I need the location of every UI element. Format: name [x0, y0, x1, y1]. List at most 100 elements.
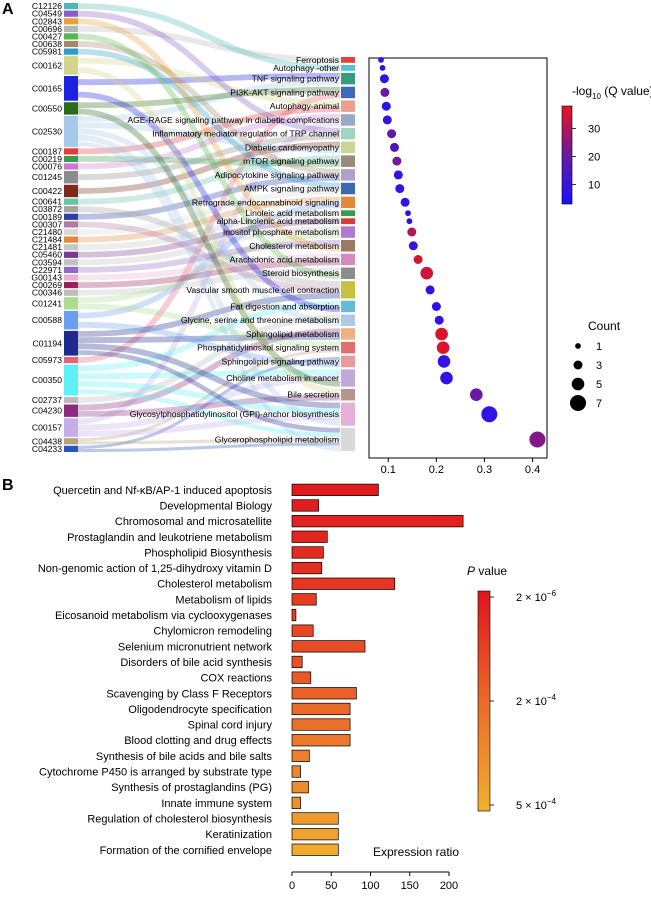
panel-label-b: B — [2, 477, 14, 494]
count-legend-title: Count — [588, 319, 621, 333]
compound-label-c03872: C03872 — [32, 204, 62, 214]
svg-text:P value: P value — [467, 564, 507, 578]
dot-age-rage-signaling-pathway-in-diabetic-complications — [382, 115, 392, 125]
pathway-node-glycerophospholipid-metabolism — [341, 427, 355, 451]
q-legend-tick-label: 20 — [588, 151, 600, 163]
bar-chart-x-axis: 0 50 100 150 200 — [289, 871, 458, 892]
bar-cox-reactions — [291, 671, 312, 684]
sankey-link-c00162-bile-secretion — [77, 67, 341, 395]
count-legend-label: 3 — [596, 360, 602, 372]
compound-node-c00219 — [64, 155, 78, 163]
pathway-node-vascular-smooth-muscle-cell-contraction — [341, 281, 355, 299]
compound-label-c02530: C02530 — [32, 126, 62, 136]
compound-node-c02530 — [64, 116, 78, 147]
sankey-link-c00157-age-rage-signaling-pathway-in-diabetic-complications — [77, 119, 341, 425]
pathway-node-glycine-serine-and-threonine-metabolism — [341, 314, 355, 326]
compound-label-c01245: C01245 — [32, 172, 62, 182]
pathway-node-phosphatidylinositol-signaling-system — [341, 341, 355, 354]
compound-label-c00165: C00165 — [32, 83, 62, 93]
dot-plot-points — [378, 57, 546, 448]
bar-disorders-of-bile-acid-synthesis — [291, 655, 303, 669]
sankey-link-c00350-fat-digestion-and-absorption — [77, 300, 341, 372]
bar-quercetin-and-nf-b-ap-1-induced-apoptosis — [291, 483, 379, 496]
pathway-label-bile-secretion: Bile secretion — [287, 390, 339, 400]
compound-node-c05460 — [64, 251, 78, 258]
p-legend-tick-label: 2 × 10−4 — [516, 693, 557, 708]
compound-label-c01194: C01194 — [33, 338, 63, 348]
p-legend-tick-label: 2 × 10−6 — [516, 589, 557, 604]
pathway-label-cholesterol-metabolism: Cholesterol metabolism — [249, 241, 339, 251]
p-legend-title-italic: P — [467, 564, 475, 578]
bar-synthesis-of-bile-acids-and-bile-salts — [291, 749, 310, 762]
bar-chart: Quercetin and Nf-κB/AP-1 induced apoptos… — [38, 483, 464, 892]
q-legend-tick-label: 30 — [588, 123, 600, 135]
compound-node-c00641 — [64, 198, 78, 205]
bar-label-selenium-micronutrient-network: Selenium micronutrient network — [118, 641, 273, 653]
compound-label-c02843: C02843 — [32, 16, 62, 26]
compound-node-c04233 — [64, 445, 78, 452]
pathway-label-fat-digestion-and-absorption: Fat digestion and absorption — [231, 302, 340, 312]
sankey-link-c05981-ampk-signaling-pathway — [77, 48, 341, 189]
sankey-link-c00076-age-rage-signaling-pathway-in-diabetic-complications — [77, 114, 341, 170]
compound-label-c21484: C21484 — [32, 235, 62, 245]
pathway-label-choline-metabolism-in-cancer: Choline metabolism in cancer — [226, 373, 339, 383]
sankey-link-c04233-glycerophospholipid-metabolism — [77, 442, 341, 453]
bar-label-quercetin-and-nf-b-ap-1-induced-apoptosis: Quercetin and Nf-κB/AP-1 induced apoptos… — [53, 485, 272, 497]
compound-node-c00427 — [64, 33, 78, 40]
dot-bile-secretion — [470, 388, 483, 402]
bar-label-cholesterol-metabolism: Cholesterol metabolism — [157, 579, 272, 591]
bar-x-tick-label: 150 — [401, 880, 419, 892]
compound-label-c00346: C00346 — [32, 288, 62, 298]
compound-node-c03594 — [64, 259, 78, 266]
bar-label-synthesis-of-bile-acids-and-bile-salts: Synthesis of bile acids and bile salts — [96, 751, 273, 763]
pathway-label-vascular-smooth-muscle-cell-contraction: Vascular smooth muscle cell contraction — [186, 285, 339, 295]
compound-label-c00076: C00076 — [32, 162, 62, 172]
dot-sphingolipid-signaling-pathway — [437, 355, 451, 368]
pathway-label-linoleic-acid-metabolism: Linoleic acid metabolism — [245, 208, 339, 218]
sankey-link-c00219-mtor-signaling-pathway — [77, 156, 341, 167]
count-legend: Count 1 3 5 7 — [570, 319, 621, 411]
compound-node-g00143 — [64, 274, 78, 281]
compound-label-c00638: C00638 — [32, 39, 62, 49]
p-legend-title-tail: value — [475, 564, 507, 578]
compound-node-c22971 — [64, 266, 78, 273]
pathway-label-autophagy-animal: Autophagy-animal — [270, 101, 339, 111]
bar-x-axis-label: Expression ratio — [373, 845, 459, 859]
pathway-label-tnf-signaling-pathway: TNF signaling pathway — [252, 74, 340, 84]
compound-node-c00076 — [64, 163, 78, 170]
dot-autophagy-animal — [381, 101, 391, 111]
dot-x-tick-label: 0.1 — [381, 464, 396, 476]
pathway-node-cholesterol-metabolism — [341, 240, 355, 252]
q-legend-title-sub: 10 — [592, 92, 601, 101]
svg-text:-log10 (Q value): -log10 (Q value) — [572, 84, 651, 101]
dot-adipocytokine-signaling-pathway — [393, 170, 403, 180]
sankey-link-c03594-inositol-phosphate-metabolism — [77, 226, 341, 266]
compound-node-c01245 — [64, 171, 78, 184]
p-value-legend: P value 2 × 10−6 2 × 10−4 5 × 10−4 — [467, 564, 557, 812]
pathway-node-mtor-signaling-pathway — [341, 155, 355, 167]
sankey-link-c00696-ferroptosis — [77, 25, 341, 63]
sankey-link-c01194-glycerophospholipid-metabolism — [77, 350, 341, 433]
q-value-legend: -log10 (Q value) 10 20 30 — [561, 84, 651, 205]
dot-inositol-phosphate-metabolism — [407, 227, 417, 237]
sankey-link-c05973-pi3k-akt-signaling-pathway — [77, 92, 341, 363]
compound-label-c00219: C00219 — [32, 154, 62, 164]
dot-plot: 0.1 0.2 0.3 0.4 — [368, 57, 548, 476]
dot-plot-x-axis: 0.1 0.2 0.3 0.4 — [381, 458, 540, 476]
count-legend-label: 1 — [596, 341, 602, 353]
dot-cholesterol-metabolism — [408, 241, 418, 251]
bar-prostaglandin-and-leukotriene-metabolism — [291, 530, 328, 543]
pathway-node-autophagy-other — [341, 65, 355, 71]
bar-synthesis-of-prostaglandins-pg — [291, 781, 309, 794]
sankey-link-c00162-autophagy-animal — [77, 57, 341, 107]
sankey-link-c00157-choline-metabolism-in-cancer — [77, 375, 341, 431]
sankey-link-c00307-vascular-smooth-muscle-cell-contraction — [77, 221, 341, 293]
sankey-link-c04549-inflammatory-mediator-regulation-of-trp-channel — [77, 10, 341, 134]
sankey-link-c00422-diabetic-cardiomyopathy — [77, 141, 341, 194]
pathway-label-mtor-signaling-pathway: mTOR signaling pathway — [243, 156, 340, 166]
sankey-link-c04230-sphingolipid-metabolism — [77, 328, 341, 411]
bar-label-keratinization: Keratinization — [205, 829, 272, 841]
sankey-link-c22971-cholesterol-metabolism — [77, 240, 341, 273]
count-legend-dot — [570, 395, 586, 411]
